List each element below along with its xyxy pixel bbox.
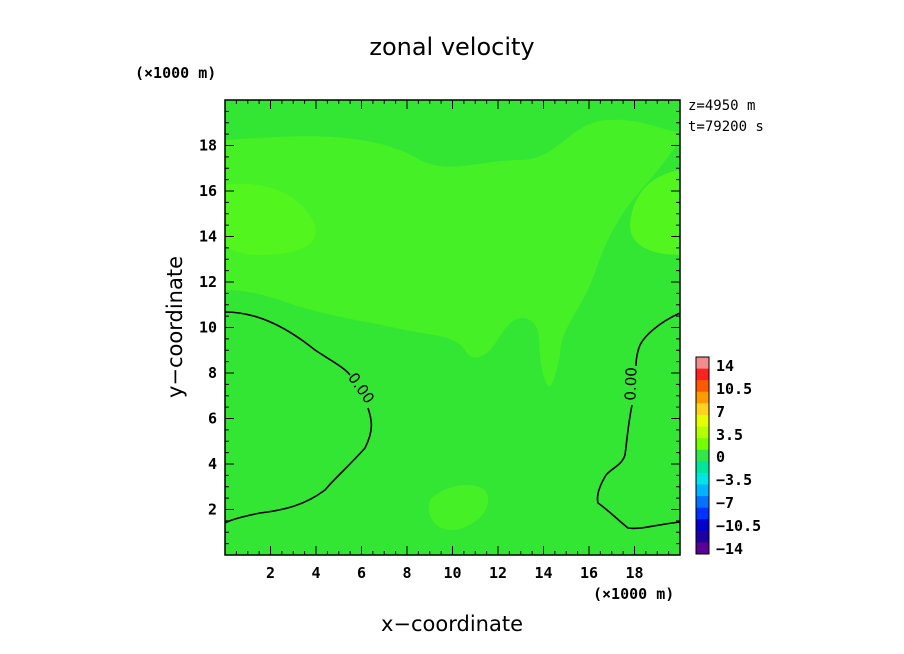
colorbar-label: −10.5 bbox=[716, 517, 761, 535]
y-tick-label: 10 bbox=[199, 319, 217, 337]
contour-label-right: 0.00 bbox=[621, 367, 640, 401]
chart-title: zonal velocity bbox=[369, 33, 534, 61]
x-tick-label: 2 bbox=[266, 564, 275, 582]
field-region-top-right bbox=[630, 170, 680, 255]
colorbar-swatch bbox=[696, 357, 709, 369]
y-tick-labels: 2 4 6 8 10 12 14 16 18 bbox=[199, 137, 217, 519]
contour-left bbox=[224, 311, 373, 524]
colorbar-frame bbox=[695, 356, 710, 555]
x-tick-label: 14 bbox=[534, 564, 552, 582]
colorbar-swatch bbox=[696, 380, 709, 393]
x-tick-label: 12 bbox=[489, 564, 507, 582]
colorbar bbox=[695, 356, 710, 555]
x-tick-labels: 2 4 6 8 10 12 14 16 18 bbox=[266, 564, 644, 582]
x-tick-label: 4 bbox=[311, 564, 320, 582]
colorbar-swatch bbox=[696, 449, 709, 462]
colorbar-swatch bbox=[696, 472, 709, 485]
colorbar-label: 3.5 bbox=[716, 426, 743, 444]
axis-ticks bbox=[225, 100, 680, 555]
colorbar-swatch bbox=[696, 507, 709, 520]
colorbar-label: 0 bbox=[716, 448, 725, 466]
colorbar-swatch bbox=[696, 519, 709, 532]
colorbar-swatch bbox=[696, 542, 709, 555]
y-tick-label: 4 bbox=[208, 455, 217, 473]
y-tick-label: 6 bbox=[208, 410, 217, 428]
colorbar-swatch bbox=[696, 391, 709, 404]
y-axis-label: y−coordinate bbox=[163, 256, 187, 398]
y-tick-label: 2 bbox=[208, 501, 217, 519]
colorbar-label: −7 bbox=[716, 494, 734, 512]
info-z: z=4950 m bbox=[688, 98, 755, 114]
x-tick-label: 18 bbox=[625, 564, 643, 582]
field-region-upper bbox=[225, 119, 680, 386]
field-region-bottom bbox=[428, 484, 489, 531]
colorbar-swatch bbox=[696, 496, 709, 508]
colorbar-labels: 14 10.5 7 3.5 0 −3.5 −7 −10.5 −14 bbox=[716, 357, 761, 558]
colorbar-label: −3.5 bbox=[716, 471, 752, 489]
field-region-top-left bbox=[225, 183, 316, 255]
colorbar-swatch bbox=[696, 414, 709, 427]
y-tick-label: 8 bbox=[208, 364, 217, 382]
colorbar-label: −14 bbox=[716, 540, 743, 558]
colorbar-swatch bbox=[696, 368, 709, 381]
colorbar-label: 10.5 bbox=[716, 380, 752, 398]
colorbar-swatch bbox=[696, 530, 709, 543]
info-t: t=79200 s bbox=[688, 119, 764, 135]
y-unit-label: (×1000 m) bbox=[135, 64, 216, 82]
colorbar-label: 7 bbox=[716, 403, 725, 421]
plot-area: 0.00 0.00 bbox=[224, 99, 681, 556]
colorbar-swatch bbox=[696, 484, 709, 497]
colorbar-swatch bbox=[696, 403, 709, 416]
y-tick-label: 14 bbox=[199, 228, 217, 246]
x-tick-label: 10 bbox=[443, 564, 461, 582]
x-unit-label: (×1000 m) bbox=[593, 585, 674, 603]
colorbar-label: 14 bbox=[716, 357, 734, 375]
contour-right bbox=[596, 312, 681, 530]
colorbar-swatch bbox=[696, 438, 709, 451]
x-tick-label: 8 bbox=[402, 564, 411, 582]
x-tick-label: 16 bbox=[580, 564, 598, 582]
y-tick-label: 12 bbox=[199, 273, 217, 291]
y-tick-label: 18 bbox=[199, 137, 217, 155]
colorbar-swatch bbox=[696, 461, 709, 474]
x-tick-label: 6 bbox=[357, 564, 366, 582]
y-tick-label: 16 bbox=[199, 182, 217, 200]
colorbar-swatch bbox=[696, 426, 709, 439]
x-axis-label: x−coordinate bbox=[381, 612, 523, 636]
